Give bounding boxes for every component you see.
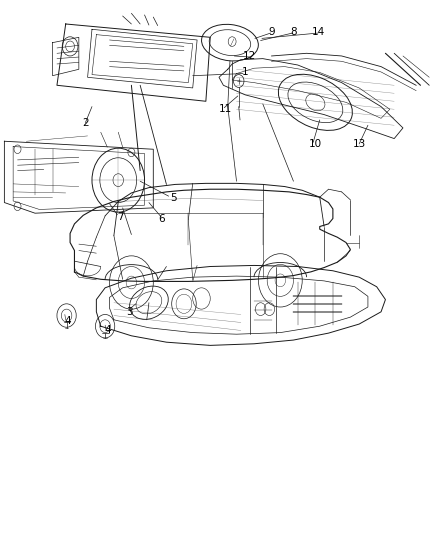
Text: 2: 2: [82, 118, 89, 127]
Text: 10: 10: [309, 139, 322, 149]
Text: 3: 3: [126, 307, 133, 317]
Text: 8: 8: [290, 27, 297, 37]
Text: 14: 14: [312, 27, 325, 37]
Text: 7: 7: [117, 212, 124, 222]
Text: 5: 5: [170, 193, 177, 203]
Text: 12: 12: [243, 51, 256, 61]
Text: 1: 1: [242, 67, 249, 77]
Text: 13: 13: [353, 139, 366, 149]
Text: 11: 11: [219, 104, 232, 114]
Text: 4: 4: [64, 316, 71, 326]
Text: 4: 4: [104, 326, 111, 335]
Text: 6: 6: [159, 214, 166, 223]
Text: 9: 9: [268, 27, 275, 37]
